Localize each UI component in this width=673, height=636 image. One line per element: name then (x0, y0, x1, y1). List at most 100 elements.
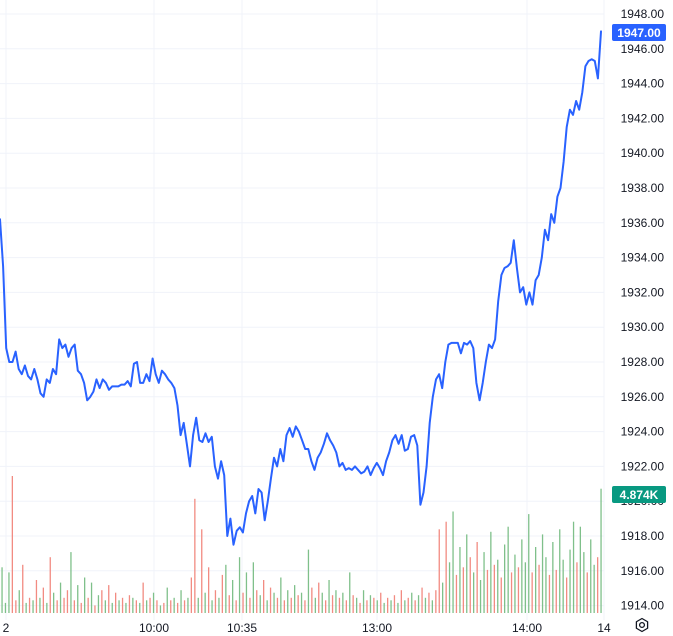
volume-bar (135, 600, 137, 613)
volume-bar (121, 597, 124, 613)
volume-bar (438, 529, 440, 613)
volume-bar (321, 592, 323, 613)
volume-bar (8, 572, 10, 613)
y-tick-label: 1942.00 (621, 111, 665, 125)
volume-bar (132, 597, 134, 613)
volume-bar (335, 590, 337, 613)
settings-button[interactable] (631, 614, 653, 636)
volume-bar (414, 600, 416, 613)
volume-bar (548, 574, 551, 613)
volume-bar (87, 597, 89, 613)
volume-bar (583, 552, 585, 613)
volume-bar (517, 567, 520, 613)
volume-bar (359, 602, 361, 613)
volume-bar (101, 590, 103, 613)
x-tick-label: 14 (597, 621, 611, 635)
volume-bar (466, 534, 468, 613)
y-tick-label: 1930.00 (621, 320, 665, 334)
volume-value-label: 4.874K (620, 488, 659, 502)
volume-bar (245, 572, 248, 613)
volume-bar (283, 600, 285, 613)
volume-bar (249, 597, 251, 613)
volume-bar (593, 564, 595, 613)
volume-bar (166, 587, 168, 613)
time-axis[interactable]: 2 10:00 10:35 13:00 14:00 14 (3, 621, 611, 635)
volume-badge: 4.874K (612, 486, 666, 503)
volume-bar (331, 595, 334, 613)
volume-bar (214, 590, 217, 613)
y-tick-label: 1936.00 (621, 216, 665, 230)
y-tick-label: 1946.00 (621, 42, 665, 56)
volume-bar (142, 582, 144, 613)
y-tick-label: 1932.00 (621, 285, 665, 299)
volume-bar (156, 600, 158, 613)
volume-bar (266, 600, 268, 613)
volume-bar (149, 597, 151, 613)
volume-bar (128, 595, 131, 613)
volume-bar (197, 597, 199, 613)
volume-bar (366, 600, 368, 613)
x-tick-label: 10:00 (139, 621, 169, 635)
volume-bar (18, 590, 20, 613)
volume-bar (562, 559, 564, 613)
volume-bar (70, 552, 72, 613)
volume-bar (393, 595, 396, 613)
volume-bar (383, 602, 385, 613)
volume-bar (177, 602, 179, 613)
volume-bar (559, 529, 561, 613)
volume-bar (256, 590, 258, 613)
volume-bar (183, 600, 186, 613)
volume-bar (411, 592, 413, 613)
volume-bar (600, 488, 602, 613)
volume-bar (108, 585, 110, 613)
volume-bar (300, 592, 303, 613)
y-tick-label: 1924.00 (621, 425, 665, 439)
volume-bar (276, 597, 279, 613)
volume-bar (273, 592, 275, 613)
volume-bar (59, 582, 62, 613)
volume-bar (159, 605, 162, 613)
volume-bar (22, 564, 24, 613)
volume-bar (238, 557, 241, 613)
last-price-badge: 1947.00 (612, 24, 666, 41)
volume-bar (483, 552, 485, 613)
volume-bar (590, 539, 592, 613)
volume-bar (510, 572, 513, 613)
volume-bar (421, 587, 423, 613)
volume-bar (190, 577, 192, 613)
volume-bar (345, 600, 347, 613)
volume-bar (369, 595, 372, 613)
volume-bar (476, 542, 478, 613)
volume-bar (225, 564, 227, 613)
volume-bar (218, 597, 220, 613)
volume-bar (404, 600, 406, 613)
grid-lines (0, 0, 605, 620)
volume-bar (115, 592, 117, 613)
volume-bar (232, 580, 234, 613)
volume-bar (94, 605, 96, 613)
volume-bar (455, 574, 458, 613)
y-tick-label: 1918.00 (621, 529, 665, 543)
y-tick-label: 1938.00 (621, 181, 665, 195)
volume-bar (428, 592, 430, 613)
volume-bar (373, 597, 375, 613)
volume-bar (572, 521, 575, 613)
volume-bar (552, 542, 554, 613)
volume-bars (1, 476, 602, 613)
volume-bar (311, 587, 313, 613)
volume-bar (462, 567, 464, 613)
volume-bar (146, 600, 148, 613)
volume-bar (524, 562, 526, 613)
volume-bar (1, 567, 3, 613)
volume-bar (325, 600, 327, 613)
price-line (0, 30, 602, 546)
volume-bar (111, 602, 113, 613)
volume-bar (479, 580, 482, 613)
volume-bar (356, 597, 358, 613)
volume-bar (4, 602, 7, 613)
price-axis[interactable]: 1948.00 1946.00 1944.00 1942.00 1940.00 1938.… (621, 7, 665, 613)
volume-bar (56, 600, 58, 613)
volume-bar (42, 587, 44, 613)
volume-bar (228, 595, 230, 613)
